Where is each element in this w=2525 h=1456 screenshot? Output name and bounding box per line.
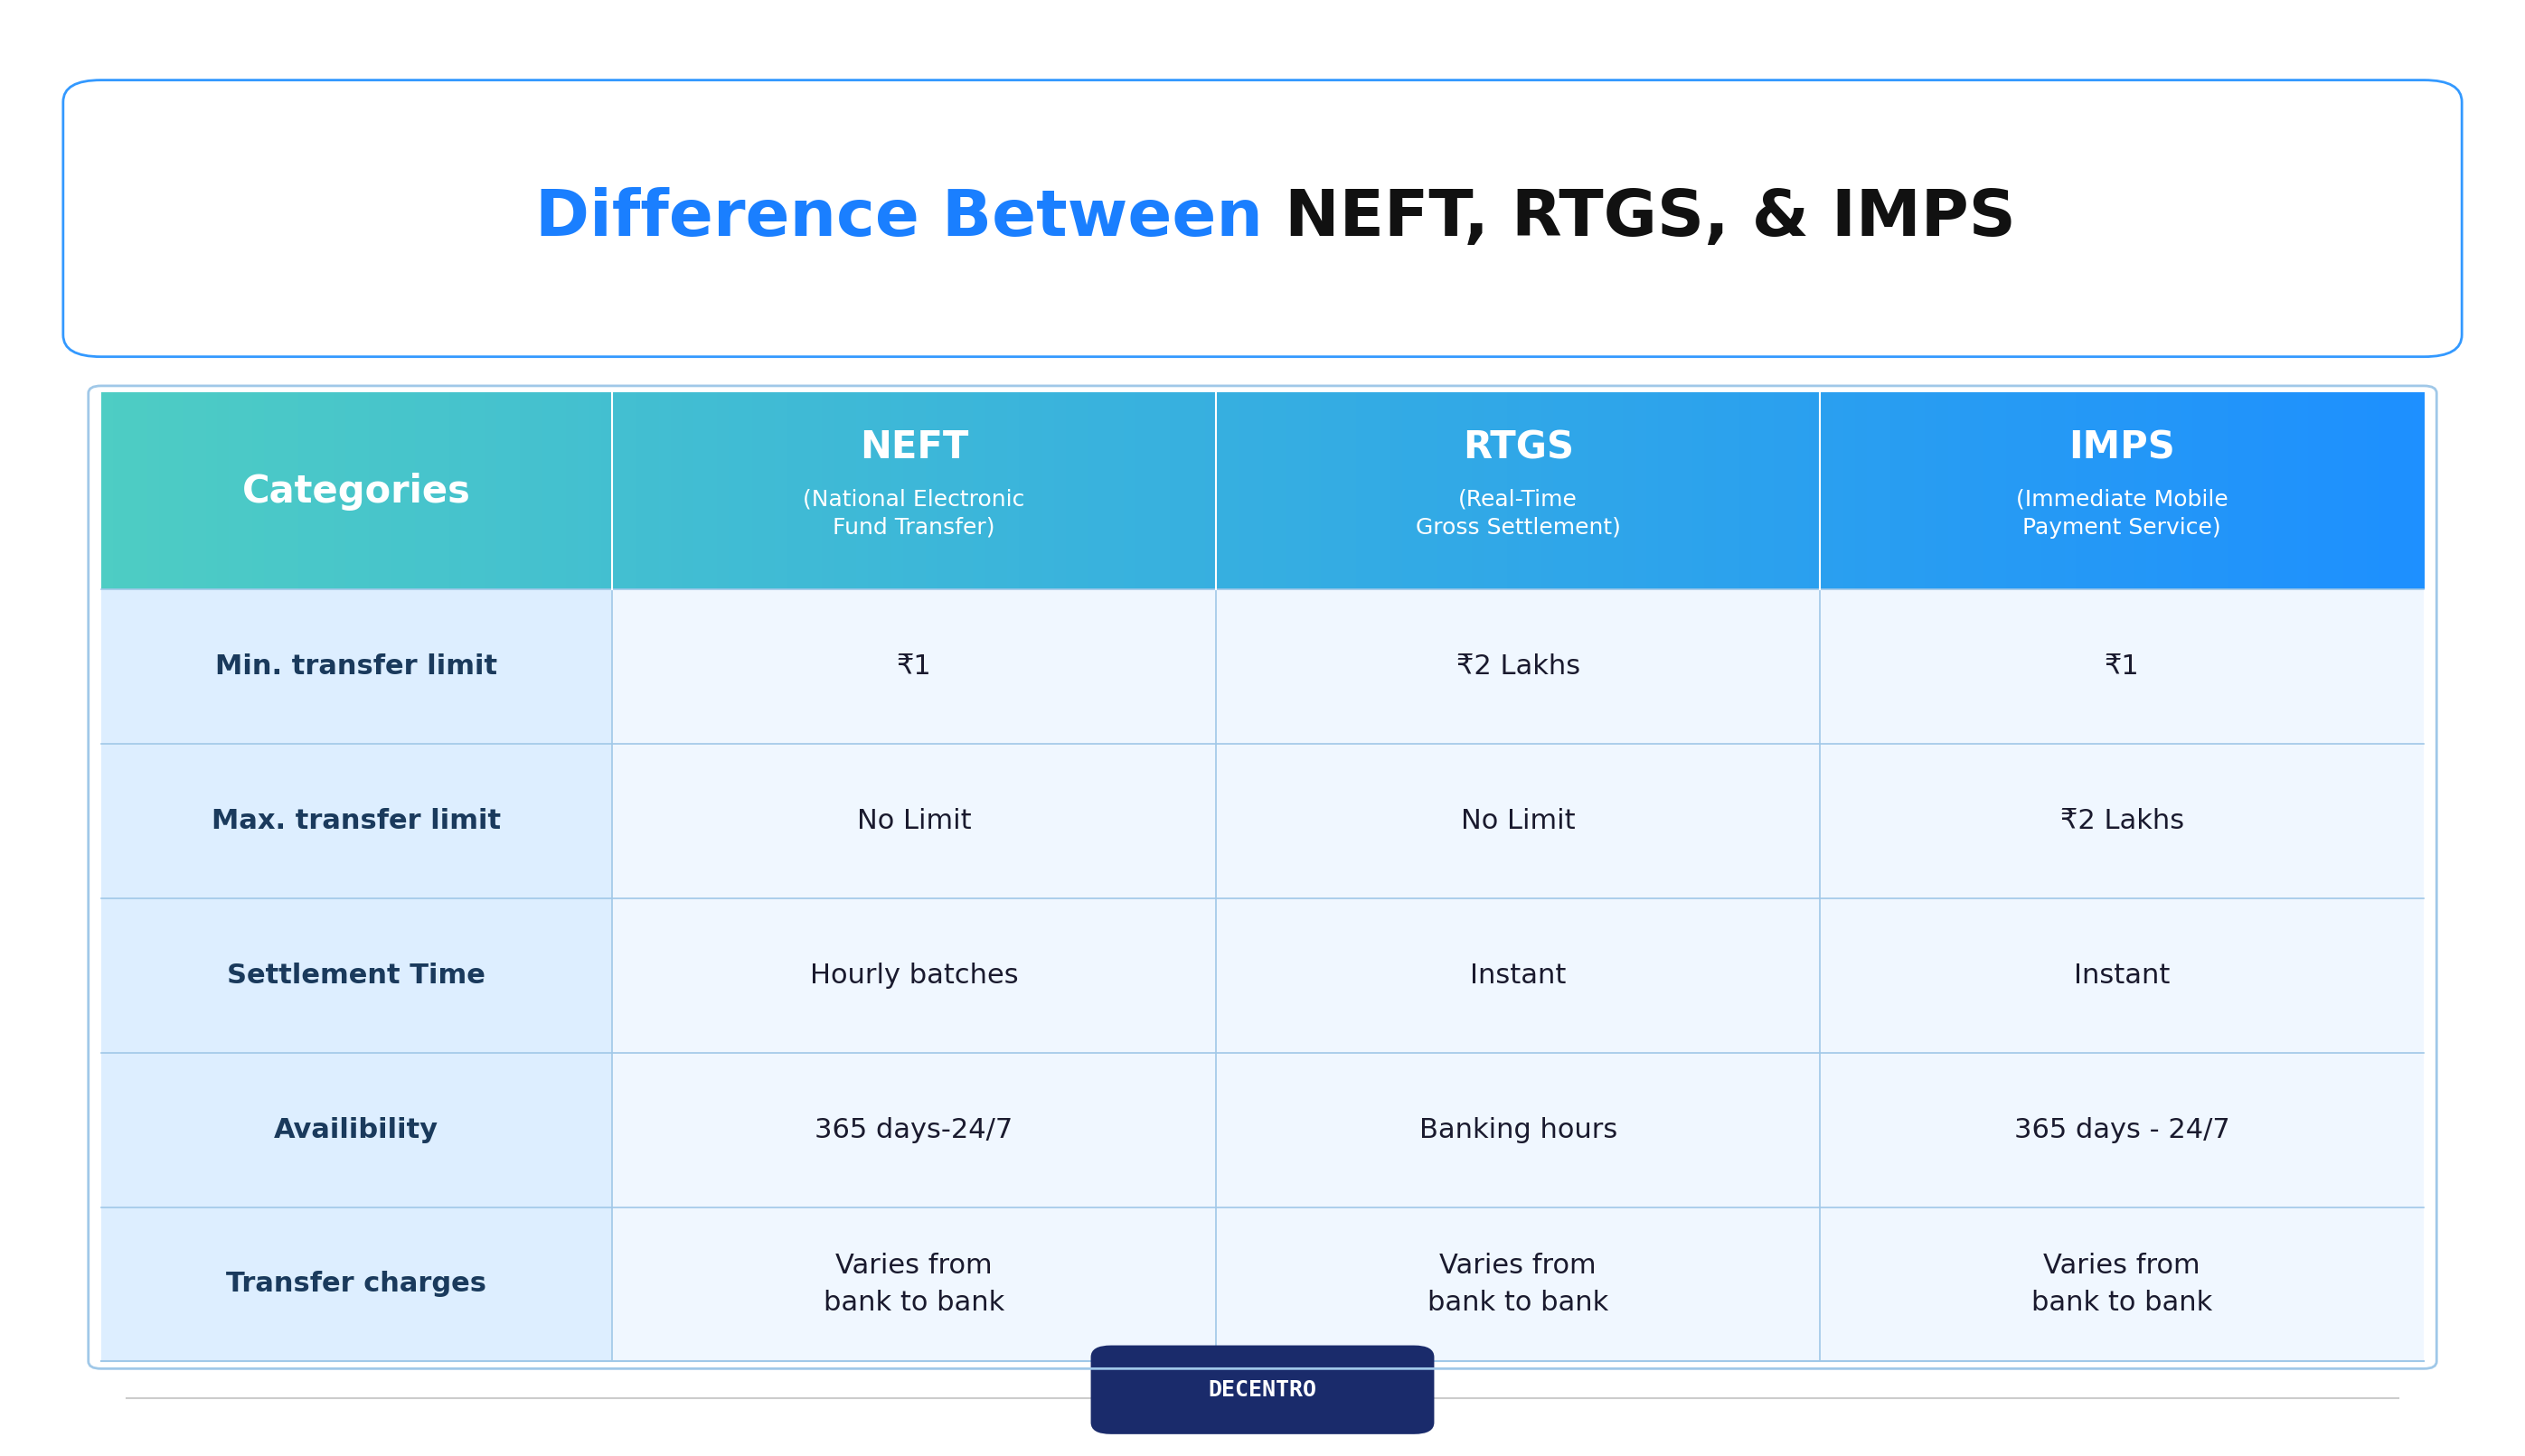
Text: (National Electronic
Fund Transfer): (National Electronic Fund Transfer) (803, 488, 1025, 539)
Text: Instant: Instant (2073, 962, 2169, 989)
Text: Instant: Instant (1470, 962, 1565, 989)
FancyBboxPatch shape (611, 1207, 1217, 1361)
FancyBboxPatch shape (101, 898, 611, 1053)
FancyBboxPatch shape (1217, 590, 1821, 744)
FancyBboxPatch shape (63, 80, 2462, 357)
Text: (Real-Time
Gross Settlement): (Real-Time Gross Settlement) (1417, 488, 1621, 539)
FancyBboxPatch shape (101, 1053, 611, 1207)
Text: (Immediate Mobile
Payment Service): (Immediate Mobile Payment Service) (2015, 488, 2227, 539)
Text: No Limit: No Limit (1462, 808, 1576, 834)
Text: ₹1: ₹1 (896, 654, 932, 680)
FancyBboxPatch shape (1217, 744, 1821, 898)
Text: Hourly batches: Hourly batches (811, 962, 1018, 989)
Text: IMPS: IMPS (2068, 428, 2174, 467)
Text: Banking hours: Banking hours (1419, 1117, 1616, 1143)
Text: Difference Between: Difference Between (535, 188, 1262, 249)
Text: Varies from
bank to bank: Varies from bank to bank (1427, 1252, 1608, 1316)
FancyBboxPatch shape (101, 744, 611, 898)
Text: Availibility: Availibility (275, 1117, 439, 1143)
Text: NEFT, RTGS, & IMPS: NEFT, RTGS, & IMPS (1262, 188, 2017, 249)
Text: Max. transfer limit: Max. transfer limit (212, 808, 502, 834)
FancyBboxPatch shape (1217, 898, 1821, 1053)
Text: Transfer charges: Transfer charges (227, 1271, 487, 1297)
Text: 365 days-24/7: 365 days-24/7 (816, 1117, 1013, 1143)
Text: RTGS: RTGS (1462, 428, 1573, 467)
FancyBboxPatch shape (1821, 744, 2424, 898)
FancyBboxPatch shape (101, 590, 611, 744)
FancyBboxPatch shape (1091, 1345, 1434, 1434)
FancyBboxPatch shape (1821, 590, 2424, 744)
FancyBboxPatch shape (611, 898, 1217, 1053)
FancyBboxPatch shape (1821, 1207, 2424, 1361)
Text: NEFT: NEFT (859, 428, 970, 467)
Text: Min. transfer limit: Min. transfer limit (215, 654, 497, 680)
FancyBboxPatch shape (611, 590, 1217, 744)
FancyBboxPatch shape (1821, 898, 2424, 1053)
FancyBboxPatch shape (1217, 1207, 1821, 1361)
FancyBboxPatch shape (611, 1053, 1217, 1207)
Text: Settlement Time: Settlement Time (227, 962, 485, 989)
FancyBboxPatch shape (1217, 1053, 1821, 1207)
Text: ₹2 Lakhs: ₹2 Lakhs (2060, 808, 2184, 834)
Text: ₹2 Lakhs: ₹2 Lakhs (1457, 654, 1581, 680)
FancyBboxPatch shape (101, 1207, 611, 1361)
Text: DECENTRO: DECENTRO (1209, 1379, 1316, 1401)
FancyBboxPatch shape (611, 744, 1217, 898)
Text: 365 days - 24/7: 365 days - 24/7 (2015, 1117, 2230, 1143)
Text: Categories: Categories (242, 472, 470, 511)
Text: No Limit: No Limit (856, 808, 972, 834)
Text: Varies from
bank to bank: Varies from bank to bank (823, 1252, 1005, 1316)
FancyBboxPatch shape (1821, 1053, 2424, 1207)
Text: Varies from
bank to bank: Varies from bank to bank (2033, 1252, 2212, 1316)
Text: ₹1: ₹1 (2103, 654, 2139, 680)
